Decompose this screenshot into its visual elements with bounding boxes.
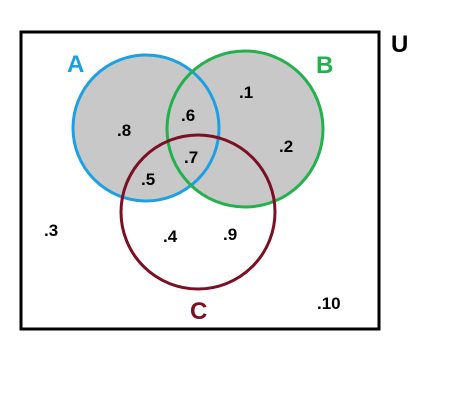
element-only-c-right: .9 [223,225,237,244]
element-outside-corner: .10 [317,294,341,313]
set-c-label: C [190,298,207,325]
element-only-b-right: .2 [279,137,293,156]
set-b-label: B [316,52,333,79]
circle-b [165,49,325,209]
circle-a [71,53,221,203]
element-only-c-left: .4 [163,227,178,246]
set-a-label: A [67,51,84,78]
element-only-a: .8 [117,121,131,140]
circle-c [119,133,277,291]
element-only-b-top: .1 [239,83,253,102]
shaded-region-a-union-b [73,51,323,207]
element-a-b: .6 [181,106,195,125]
element-outside: .3 [44,221,58,240]
universe-label: U [391,31,408,58]
element-a-b-c: .7 [184,148,198,167]
element-a-c: .5 [141,170,155,189]
